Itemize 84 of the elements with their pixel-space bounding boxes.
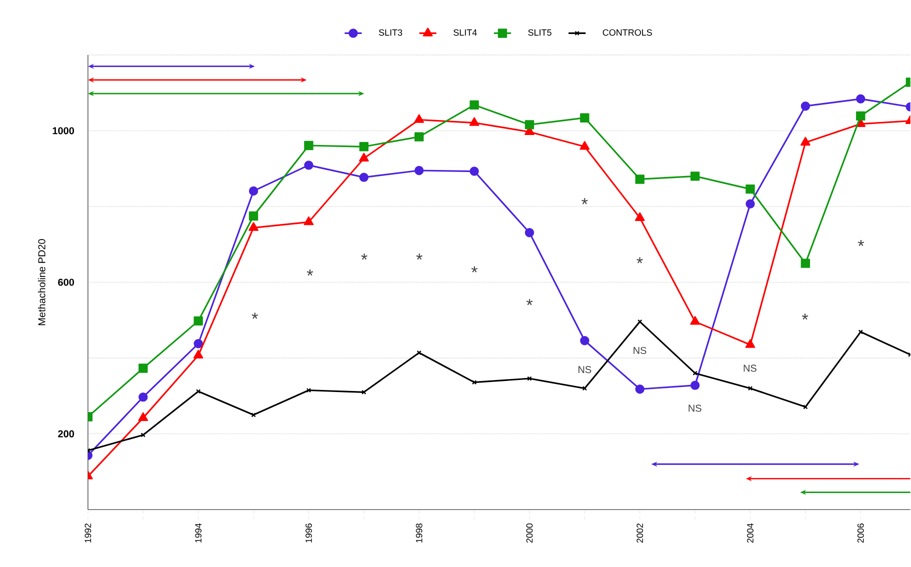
point — [634, 212, 645, 222]
point — [362, 390, 366, 395]
point — [470, 166, 479, 176]
point — [414, 114, 424, 124]
point — [748, 386, 753, 391]
point — [580, 336, 590, 346]
annotation: * — [802, 314, 808, 320]
point — [582, 386, 588, 391]
x-tick-label: 1998 — [416, 524, 422, 543]
annotation: * — [582, 198, 588, 204]
point — [746, 184, 755, 194]
point — [251, 412, 256, 418]
point — [524, 120, 534, 130]
point — [800, 102, 810, 111]
annotation: NS — [578, 366, 592, 374]
point — [248, 222, 258, 232]
point — [858, 330, 864, 334]
annotation: * — [416, 254, 422, 260]
point — [580, 113, 590, 123]
point — [304, 216, 314, 226]
x-tick-label: 2002 — [636, 524, 644, 543]
point — [690, 172, 700, 182]
legend-label: SLIT4 — [454, 30, 477, 36]
point — [359, 172, 368, 182]
annotation: * — [252, 312, 258, 319]
point — [638, 320, 642, 324]
point — [138, 364, 148, 374]
point — [194, 316, 203, 326]
y-tick-label: 1000 — [52, 127, 74, 134]
annotation: NS — [744, 364, 756, 372]
point — [524, 228, 534, 238]
annotation: * — [858, 240, 864, 246]
x-tick-label: 1994 — [195, 524, 202, 543]
point — [472, 380, 477, 385]
x-tick-label: 2006 — [857, 524, 864, 543]
annotation: NS — [634, 347, 646, 354]
y-tick-label: 200 — [58, 430, 74, 438]
point — [414, 132, 424, 142]
annotation: * — [361, 254, 368, 260]
annotation: NS — [688, 404, 702, 412]
point — [414, 166, 424, 176]
annotation: * — [636, 257, 643, 264]
point — [248, 212, 258, 221]
point — [856, 112, 866, 121]
point — [193, 350, 204, 359]
annotation: * — [306, 270, 314, 276]
point — [690, 316, 700, 325]
point — [359, 142, 368, 152]
annotation: * — [526, 299, 533, 306]
x-tick-label: 1992 — [84, 524, 92, 543]
legend-label: SLIT5 — [528, 30, 552, 36]
legend-label: SLIT3 — [378, 30, 402, 36]
point — [304, 141, 314, 150]
point — [580, 141, 590, 150]
point — [304, 160, 314, 170]
legend-label: CONTROLS — [602, 30, 652, 36]
point — [803, 404, 808, 410]
point — [248, 186, 258, 196]
point — [140, 432, 146, 438]
point — [306, 388, 312, 393]
point — [470, 100, 479, 110]
point — [800, 258, 810, 268]
point — [800, 137, 810, 146]
point — [196, 389, 201, 394]
point — [138, 392, 148, 402]
point — [745, 339, 756, 348]
x-tick-label: 1996 — [306, 524, 312, 543]
annotation: * — [471, 266, 478, 273]
y-tick-label: 600 — [58, 278, 74, 286]
x-tick-label: 2004 — [747, 524, 754, 543]
point — [746, 199, 755, 209]
point — [527, 376, 532, 382]
point — [469, 117, 480, 126]
y-axis-title: Methacholine PD20 — [38, 239, 46, 326]
point — [692, 371, 698, 376]
point — [635, 384, 644, 394]
x-tick-label: 2000 — [526, 524, 533, 543]
point — [635, 174, 644, 184]
point — [416, 350, 422, 356]
point — [856, 94, 866, 104]
point — [690, 380, 700, 390]
point — [358, 153, 369, 162]
point — [194, 339, 203, 348]
point — [138, 412, 148, 422]
